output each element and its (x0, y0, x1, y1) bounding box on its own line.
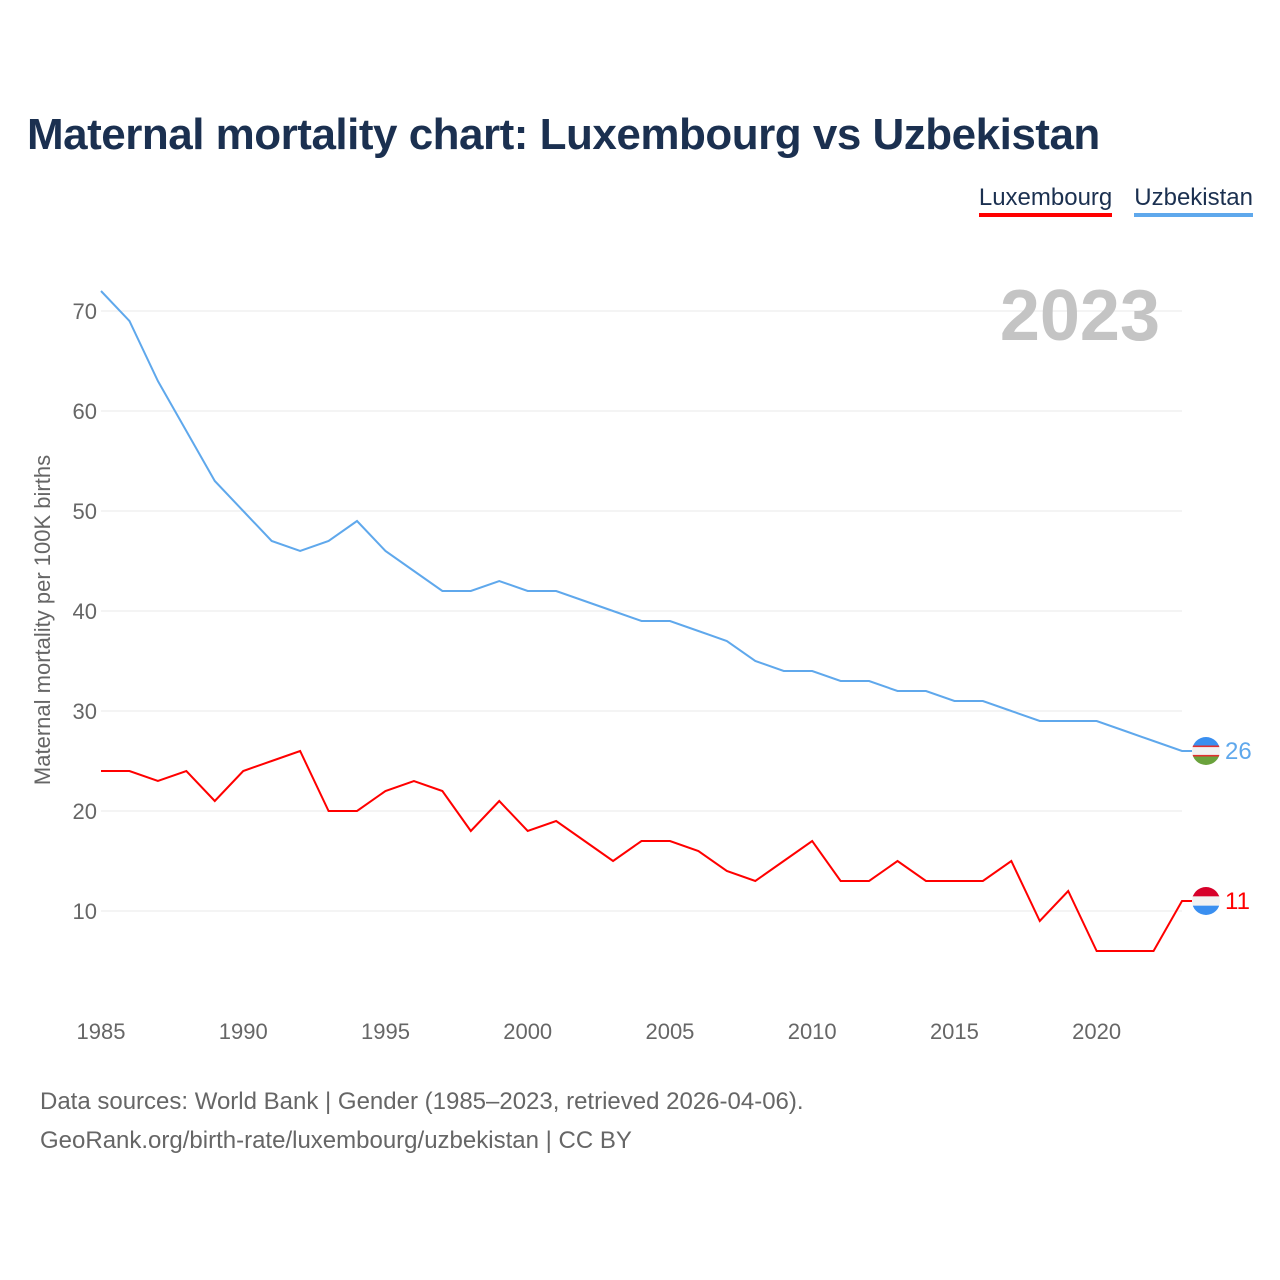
y-tick-label: 60 (73, 399, 97, 424)
footer-sources: Data sources: World Bank | Gender (1985–… (40, 1088, 804, 1115)
x-tick-label: 2015 (930, 1019, 979, 1044)
y-tick-label: 30 (73, 699, 97, 724)
legend: Luxembourg Uzbekistan (978, 184, 1253, 217)
x-tick-label: 1985 (77, 1019, 126, 1044)
end-value-label-luxembourg: 11 (1225, 888, 1250, 915)
y-tick-label: 70 (73, 299, 97, 324)
x-tick-label: 2000 (503, 1019, 552, 1044)
series-line-uzbekistan (100, 290, 1192, 752)
end-value-label-uzbekistan: 26 (1225, 738, 1252, 765)
footer-url[interactable]: GeoRank.org/birth-rate/luxembourg/uzbeki… (40, 1127, 632, 1154)
x-tick-label: 1990 (219, 1019, 268, 1044)
chart-title: Maternal mortality chart: Luxembourg vs … (27, 110, 1100, 159)
legend-luxembourg[interactable]: Luxembourg (978, 184, 1113, 217)
y-tick-label: 40 (73, 599, 97, 624)
flag-uzbekistan-icon (1192, 737, 1220, 765)
series-line-luxembourg (101, 749, 1192, 952)
year-label: 2023 (1000, 276, 1160, 356)
y-tick-label: 10 (73, 899, 97, 924)
y-tick-label: 20 (73, 799, 97, 824)
flag-luxembourg-icon (1192, 887, 1220, 915)
y-axis-label: Maternal mortality per 100K births (30, 455, 55, 785)
x-tick-label: 1995 (361, 1019, 410, 1044)
legend-uzbekistan[interactable]: Uzbekistan (1134, 184, 1253, 217)
x-tick-label: 2010 (788, 1019, 837, 1044)
x-tick-label: 2020 (1072, 1019, 1121, 1044)
y-tick-label: 50 (73, 499, 97, 524)
x-tick-label: 2005 (645, 1019, 694, 1044)
